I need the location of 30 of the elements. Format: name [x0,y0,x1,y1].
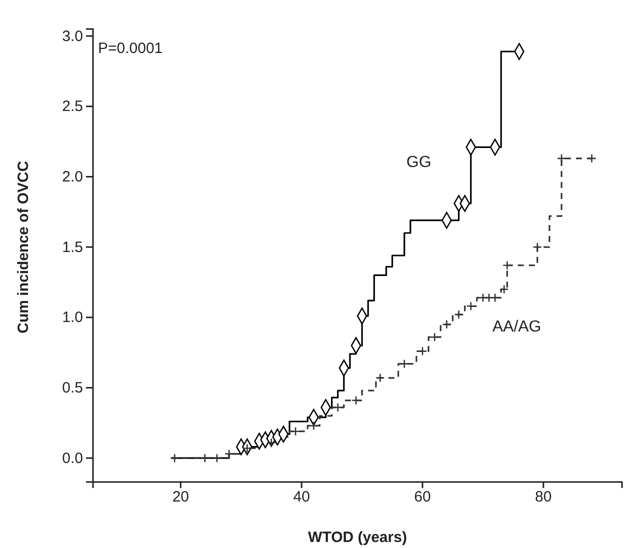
x-tick-label: 60 [414,488,431,506]
annotation: P=0.0001 [98,40,163,57]
x-axis-title: WTOD (years) [308,529,407,546]
point [266,438,276,448]
y-tick-label: 0.0 [62,450,83,467]
y-tick-label: 0.5 [62,380,83,397]
point [430,332,440,342]
point [376,373,385,383]
point [200,453,210,463]
y-axis-title: Cum incidence of OVCC [15,160,32,334]
y-tick-label: 3.0 [62,28,83,45]
text: GG [406,154,432,171]
point [532,242,542,252]
x-tick-label: 20 [172,488,190,506]
y-tick-label: 2.5 [62,98,83,116]
point [212,453,222,463]
series-label: AA/AG [492,318,542,336]
point [587,154,596,164]
y-tick-label: 2.0 [62,168,83,186]
point [556,154,566,164]
point [499,284,509,294]
x-tick-label: 40 [293,488,310,506]
y-tick-label: 1.0 [62,309,83,326]
y-tick-label: 1.5 [62,238,83,256]
point [442,320,452,330]
point [351,396,361,406]
point [454,310,464,320]
point [333,402,342,412]
point [170,453,180,463]
x-tick-label: 80 [535,488,552,506]
